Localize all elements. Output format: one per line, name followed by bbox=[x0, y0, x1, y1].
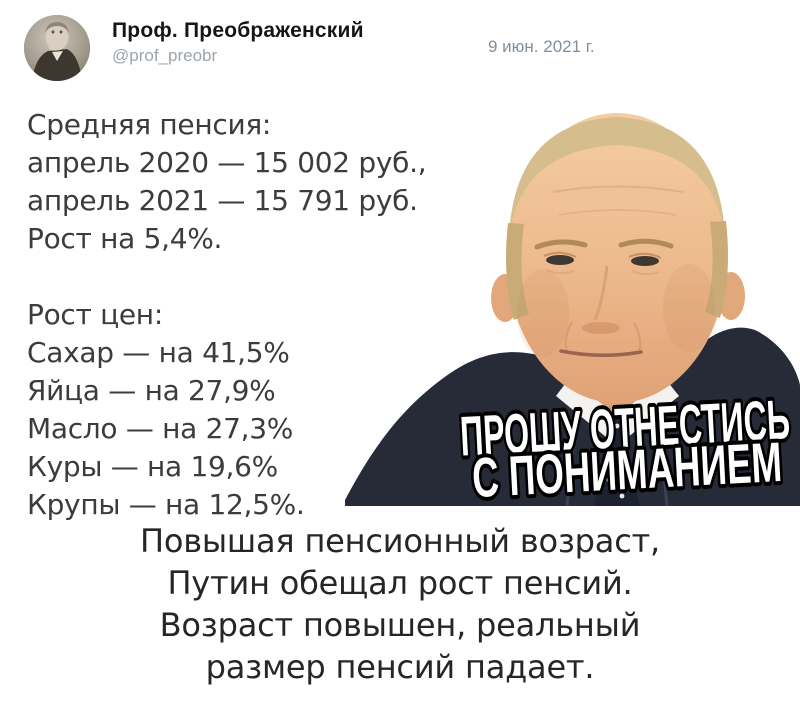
author-handle[interactable]: @prof_preobr bbox=[112, 46, 218, 65]
stats-line: Куры — на 19,6% bbox=[27, 450, 278, 483]
stats-text-block: Средняя пенсия: апрель 2020 — 15 002 руб… bbox=[27, 106, 427, 524]
stats-line: Крупы — на 12,5%. bbox=[27, 488, 305, 521]
avatar[interactable] bbox=[24, 15, 90, 81]
putin-portrait-illustration: ПРОШУ ОТНЕСТИСЬ С ПОНИМАНИЕМ bbox=[345, 113, 800, 506]
caption-line: Повышая пенсионный возраст, bbox=[139, 522, 661, 560]
stats-line: Рост на 5,4%. bbox=[27, 222, 223, 255]
stats-line: Средняя пенсия: bbox=[27, 108, 272, 141]
conclusion-text-block: Повышая пенсионный возраст, Путин обещал… bbox=[15, 520, 785, 688]
caption-line: Путин обещал рост пенсий. bbox=[167, 564, 633, 602]
stats-line: Яйца — на 27,9% bbox=[27, 374, 276, 407]
stats-line: апрель 2021 — 15 791 руб. bbox=[27, 184, 418, 217]
stats-line: апрель 2020 — 15 002 руб., bbox=[27, 146, 427, 179]
author-name[interactable]: Проф. Преображенский bbox=[112, 19, 364, 42]
caption-line: размер пенсий падает. bbox=[205, 648, 595, 686]
stats-line: Сахар — на 41,5% bbox=[27, 336, 290, 369]
tweet-date[interactable]: 9 июн. 2021 г. bbox=[488, 37, 595, 56]
tweet-photo[interactable]: ПРОШУ ОТНЕСТИСЬ С ПОНИМАНИЕМ bbox=[345, 108, 800, 506]
caption-line: Возраст повышен, реальный bbox=[159, 606, 641, 644]
meme-caption-line2: С ПОНИМАНИЕМ bbox=[471, 430, 784, 506]
stats-line: Масло — на 27,3% bbox=[27, 412, 294, 445]
professor-avatar-icon bbox=[24, 15, 90, 81]
stats-line: Рост цен: bbox=[27, 298, 163, 331]
